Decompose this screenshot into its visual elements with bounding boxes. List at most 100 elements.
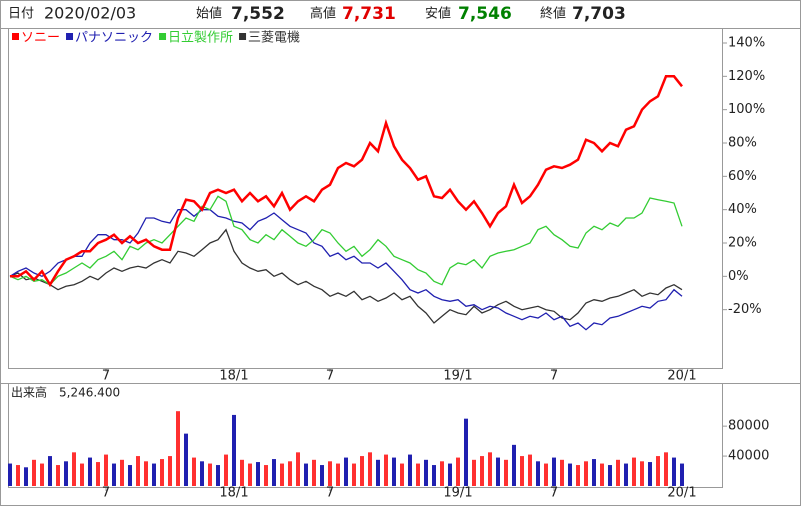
y-tick-label: 80000 [728,419,769,434]
close: 7,703 [572,4,626,24]
volume-bar [400,463,404,486]
series-line [9,209,683,331]
date-label: 日付 [8,7,34,22]
volume-bar [280,463,284,486]
price-panel [8,28,723,369]
volume-bar [488,452,492,486]
volume-bar [80,463,84,486]
x-tick-label: 7 [102,369,110,384]
y-tick-label: 140% [728,36,765,51]
volume-bar [536,461,540,486]
x-tick-label: 18/1 [219,486,248,501]
volume-bar [288,461,292,486]
open: 7,552 [231,4,285,24]
x-tick-label: 7 [550,486,558,501]
legend-label: 日立製作所 [168,31,233,46]
y-tick-label: 20% [728,236,757,251]
x-tick-label: 7 [326,486,334,501]
volume-bar [568,463,572,486]
legend-label: 三菱電機 [248,31,300,46]
volume-bar [640,461,644,486]
volume-bar [608,465,612,486]
volume-bar [472,459,476,486]
volume-bar [120,459,124,486]
volume-bar [320,465,324,486]
y-tick-label: 0% [728,269,749,284]
volume-bar [128,465,132,486]
volume-bar [600,463,604,486]
volume-bar [176,411,180,486]
volume-bar [528,454,532,486]
x-tick-label: 20/1 [667,369,696,384]
volume-bar [160,459,164,486]
volume-bar [88,457,92,486]
volume-bar [312,459,316,486]
volume-bar [208,463,212,486]
volume-bar [64,461,68,486]
volume-bar [168,456,172,486]
y-tick-label: 40% [728,202,757,217]
volume-bar [32,459,36,486]
volume-bar [112,463,116,486]
volume-bar [480,456,484,486]
series-line [10,75,683,288]
volume-bar [464,418,468,486]
volume-bar [136,456,140,486]
volume-bar [424,459,428,486]
volume-bar [352,463,356,486]
volume-bar [384,454,388,486]
volume-bar [272,459,276,486]
volume-bar [664,452,668,486]
volume-bar [576,465,580,486]
volume-bar [344,457,348,486]
y-tick-label: 80% [728,136,757,151]
volume-bar [376,459,380,486]
volume-bar [584,461,588,486]
x-tick-label: 7 [102,486,110,501]
x-tick-label: 20/1 [667,486,696,501]
open-label: 始値 [196,6,222,22]
volume-bar [240,459,244,486]
volume-latest: 5,246.400 [59,386,120,400]
volume-bar [248,463,252,486]
volume-bar [624,463,628,486]
volume-bar [48,456,52,486]
volume-bar [544,463,548,486]
volume-bar [96,462,100,486]
volume-bar [152,463,156,486]
volume-bar [40,463,44,486]
volume-bar [416,463,420,486]
series-line [9,195,683,286]
volume-bar [24,467,28,486]
volume-bar [264,465,268,486]
low: 7,546 [458,4,512,24]
volume-bar [104,454,108,486]
volume-bar [192,457,196,486]
volume-title: 出来高 [11,385,47,400]
volume-bar [296,452,300,486]
legend-swatch [66,33,74,40]
volume-bar [392,457,396,486]
volume-bar [200,461,204,486]
volume-bar [552,457,556,486]
legend-label: パナソニック [75,31,153,46]
volume-bar [408,454,412,486]
volume-bar [592,459,596,486]
x-tick-label: 18/1 [219,369,248,384]
volume-bar [8,463,12,486]
volume-bar [336,463,340,486]
volume-bar [72,452,76,486]
x-tick-label: 7 [550,369,558,384]
high: 7,731 [342,4,396,24]
volume-bar [328,461,332,486]
date: 2020/02/03 [44,4,136,23]
high-label: 高値 [310,6,336,22]
legend-swatch [239,33,247,40]
low-label: 安値 [425,6,451,22]
volume-bar [672,457,676,486]
volume-bar [560,459,564,486]
x-tick-label: 19/1 [443,369,472,384]
volume-bar [616,459,620,486]
volume-bar [448,463,452,486]
